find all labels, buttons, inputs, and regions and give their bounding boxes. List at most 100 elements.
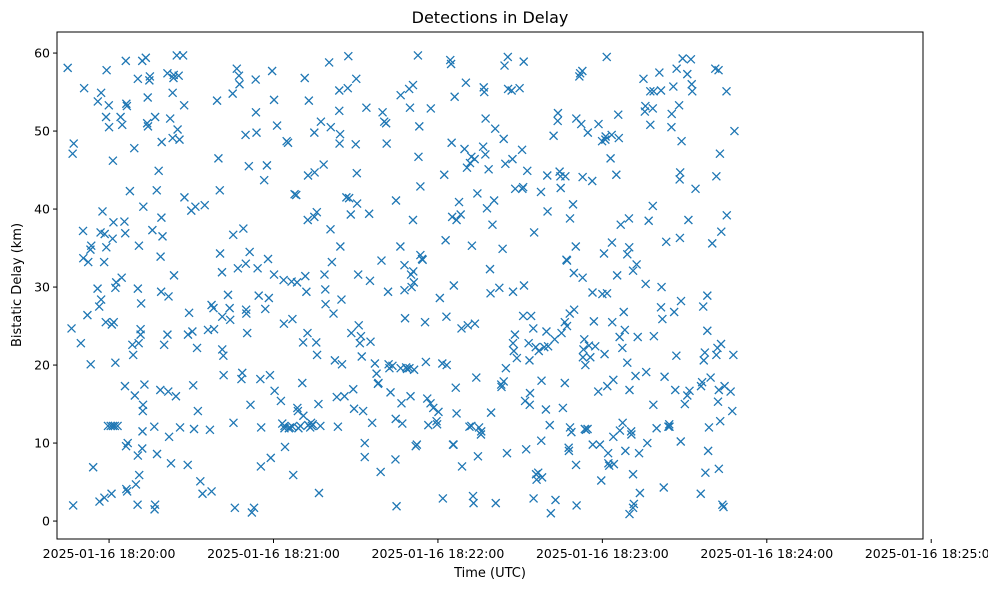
x-tick-label: 2025-01-16 18:24:00 xyxy=(700,546,833,561)
data-points xyxy=(63,50,739,519)
data-point xyxy=(625,509,634,519)
data-point xyxy=(452,215,462,225)
data-point xyxy=(69,139,79,148)
data-point xyxy=(409,365,419,375)
data-point xyxy=(600,135,610,145)
data-point xyxy=(402,364,412,374)
data-point xyxy=(249,503,259,513)
data-point xyxy=(562,321,572,331)
data-point xyxy=(93,96,103,106)
data-point xyxy=(192,343,202,353)
data-point xyxy=(334,106,344,116)
data-point xyxy=(588,440,598,450)
data-point xyxy=(486,408,496,418)
data-point xyxy=(654,68,664,78)
data-point xyxy=(101,112,111,122)
data-point xyxy=(642,438,652,448)
data-point xyxy=(408,215,418,225)
data-point xyxy=(356,331,366,341)
data-point xyxy=(486,288,496,298)
data-point xyxy=(470,319,480,329)
data-point xyxy=(508,338,518,348)
data-point xyxy=(510,330,520,340)
data-point xyxy=(579,334,589,344)
data-point xyxy=(703,446,713,456)
data-point xyxy=(310,167,320,177)
data-point xyxy=(409,277,419,287)
data-point xyxy=(104,122,114,132)
data-point xyxy=(169,73,178,83)
data-point xyxy=(406,391,415,401)
data-point xyxy=(704,423,714,432)
data-point xyxy=(464,422,474,432)
data-point xyxy=(685,386,694,396)
data-point xyxy=(522,166,532,176)
data-point xyxy=(648,201,658,211)
data-point xyxy=(438,493,448,503)
data-point xyxy=(656,302,666,312)
data-point xyxy=(386,387,395,397)
data-point xyxy=(595,440,605,450)
data-point xyxy=(714,464,724,474)
data-point xyxy=(602,52,612,62)
data-point xyxy=(648,400,658,410)
data-point xyxy=(158,231,167,241)
data-point xyxy=(553,116,563,126)
data-point xyxy=(120,228,130,238)
data-point xyxy=(218,351,228,361)
data-point xyxy=(512,353,522,363)
data-point xyxy=(622,249,632,259)
data-point xyxy=(312,350,322,360)
data-point xyxy=(361,103,371,113)
data-point xyxy=(168,88,178,98)
data-point xyxy=(449,281,459,290)
x-axis-label: Time (UTC) xyxy=(453,566,526,581)
data-point xyxy=(230,503,240,513)
data-point xyxy=(168,133,178,143)
data-point xyxy=(162,330,172,340)
data-point xyxy=(254,291,264,301)
data-point xyxy=(687,79,697,89)
data-point xyxy=(233,263,243,273)
data-point xyxy=(675,233,685,243)
data-point xyxy=(116,112,126,122)
data-point xyxy=(620,446,630,456)
data-point xyxy=(412,440,422,450)
data-point xyxy=(241,259,251,269)
data-point xyxy=(649,331,659,341)
data-point xyxy=(564,446,574,456)
data-point xyxy=(377,256,386,265)
data-point xyxy=(640,101,650,111)
data-point xyxy=(698,302,708,312)
data-point xyxy=(175,423,185,432)
data-point xyxy=(700,468,710,478)
y-tick-label: 50 xyxy=(34,124,50,139)
data-point xyxy=(78,226,88,236)
data-point xyxy=(340,391,349,401)
data-point xyxy=(143,93,153,102)
data-point xyxy=(193,406,203,416)
y-tick-label: 10 xyxy=(34,436,50,451)
data-point xyxy=(727,406,737,416)
data-point xyxy=(476,426,486,436)
data-point xyxy=(442,360,452,370)
data-point xyxy=(128,350,138,360)
data-point xyxy=(223,290,233,300)
data-point xyxy=(360,438,370,448)
data-point xyxy=(616,220,626,230)
data-point xyxy=(446,59,456,69)
data-point xyxy=(110,358,120,368)
data-point xyxy=(188,380,198,390)
data-point xyxy=(578,172,588,182)
data-point xyxy=(607,317,617,327)
data-point xyxy=(237,368,247,378)
data-point xyxy=(76,338,86,348)
data-point xyxy=(449,440,459,450)
data-point xyxy=(312,207,322,217)
data-point xyxy=(383,287,393,297)
data-point xyxy=(657,282,667,292)
y-tick-label: 0 xyxy=(42,514,50,529)
data-point xyxy=(696,489,706,499)
data-point xyxy=(669,307,679,317)
data-point xyxy=(117,273,127,283)
